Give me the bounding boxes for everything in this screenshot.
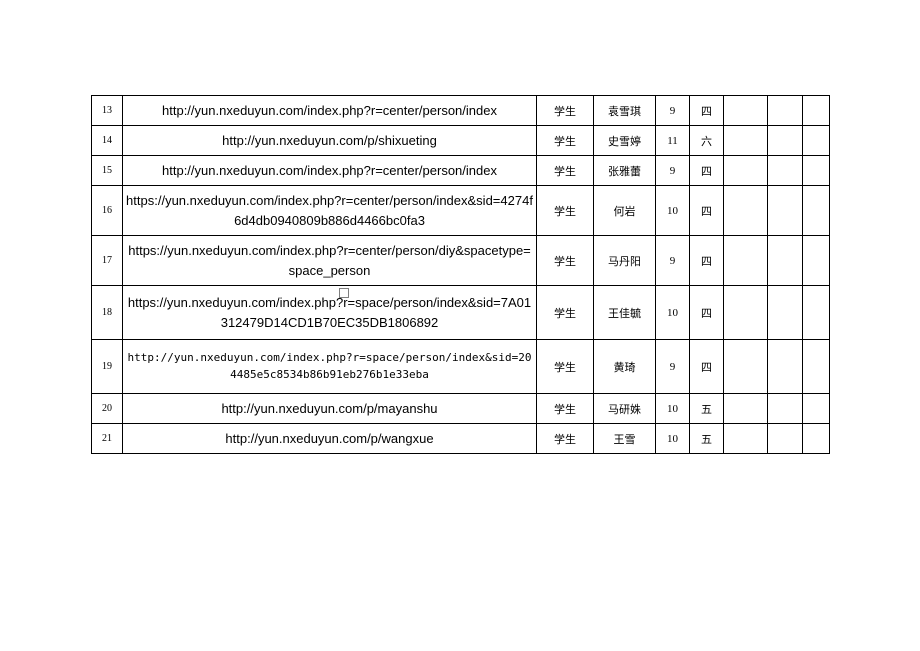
table-row: 18https://yun.nxeduyun.com/index.php?r=s…	[92, 286, 830, 340]
cell-num: 9	[656, 340, 690, 394]
cell-grade: 四	[690, 156, 724, 186]
table-row: 21http://yun.nxeduyun.com/p/wangxue学生王雪1…	[92, 424, 830, 454]
cell-name: 张雅蕾	[594, 156, 656, 186]
cell-url: https://yun.nxeduyun.com/index.php?r=spa…	[123, 286, 537, 340]
table-row: 13http://yun.nxeduyun.com/index.php?r=ce…	[92, 96, 830, 126]
cell-num: 10	[656, 394, 690, 424]
cell-num: 9	[656, 96, 690, 126]
cell-empty	[803, 96, 830, 126]
cell-grade: 五	[690, 424, 724, 454]
cell-grade: 六	[690, 126, 724, 156]
cell-grade: 四	[690, 236, 724, 286]
cell-url: http://yun.nxeduyun.com/p/wangxue	[123, 424, 537, 454]
cell-grade: 五	[690, 394, 724, 424]
cell-url: http://yun.nxeduyun.com/p/mayanshu	[123, 394, 537, 424]
cell-index: 13	[92, 96, 123, 126]
cell-empty	[724, 424, 768, 454]
cell-empty	[803, 236, 830, 286]
cell-url: http://yun.nxeduyun.com/index.php?r=spac…	[123, 340, 537, 394]
cell-num: 9	[656, 236, 690, 286]
cell-empty	[724, 96, 768, 126]
cell-url: http://yun.nxeduyun.com/p/shixueting	[123, 126, 537, 156]
data-table: 13http://yun.nxeduyun.com/index.php?r=ce…	[91, 95, 830, 454]
cell-role: 学生	[537, 156, 594, 186]
cell-role: 学生	[537, 424, 594, 454]
cell-empty	[768, 286, 803, 340]
table-row: 19http://yun.nxeduyun.com/index.php?r=sp…	[92, 340, 830, 394]
cell-num: 10	[656, 424, 690, 454]
cell-name: 黄琦	[594, 340, 656, 394]
cell-empty	[803, 186, 830, 236]
cell-url: http://yun.nxeduyun.com/index.php?r=cent…	[123, 156, 537, 186]
cell-index: 21	[92, 424, 123, 454]
cell-empty	[768, 424, 803, 454]
cell-empty	[768, 126, 803, 156]
cell-num: 10	[656, 286, 690, 340]
cell-grade: 四	[690, 186, 724, 236]
cell-empty	[768, 236, 803, 286]
page-marker-icon	[339, 288, 349, 298]
cell-role: 学生	[537, 340, 594, 394]
cell-index: 15	[92, 156, 123, 186]
cell-empty	[768, 156, 803, 186]
cell-empty	[724, 186, 768, 236]
cell-role: 学生	[537, 96, 594, 126]
table-row: 16https://yun.nxeduyun.com/index.php?r=c…	[92, 186, 830, 236]
cell-index: 18	[92, 286, 123, 340]
cell-name: 袁雪琪	[594, 96, 656, 126]
cell-name: 何岩	[594, 186, 656, 236]
cell-role: 学生	[537, 236, 594, 286]
cell-url: https://yun.nxeduyun.com/index.php?r=cen…	[123, 186, 537, 236]
cell-url: https://yun.nxeduyun.com/index.php?r=cen…	[123, 236, 537, 286]
cell-name: 马研姝	[594, 394, 656, 424]
cell-empty	[803, 340, 830, 394]
cell-url: http://yun.nxeduyun.com/index.php?r=cent…	[123, 96, 537, 126]
cell-empty	[768, 96, 803, 126]
cell-num: 11	[656, 126, 690, 156]
cell-grade: 四	[690, 340, 724, 394]
cell-empty	[724, 340, 768, 394]
table-row: 17https://yun.nxeduyun.com/index.php?r=c…	[92, 236, 830, 286]
cell-empty	[724, 394, 768, 424]
cell-num: 9	[656, 156, 690, 186]
page: 13http://yun.nxeduyun.com/index.php?r=ce…	[0, 0, 920, 651]
cell-index: 19	[92, 340, 123, 394]
cell-empty	[768, 394, 803, 424]
cell-empty	[803, 424, 830, 454]
cell-index: 20	[92, 394, 123, 424]
table-row: 20http://yun.nxeduyun.com/p/mayanshu学生马研…	[92, 394, 830, 424]
cell-role: 学生	[537, 186, 594, 236]
cell-index: 17	[92, 236, 123, 286]
cell-name: 马丹阳	[594, 236, 656, 286]
cell-empty	[724, 286, 768, 340]
table-row: 14http://yun.nxeduyun.com/p/shixueting学生…	[92, 126, 830, 156]
cell-name: 王佳毓	[594, 286, 656, 340]
cell-name: 史雪婷	[594, 126, 656, 156]
cell-empty	[724, 156, 768, 186]
cell-empty	[768, 186, 803, 236]
cell-empty	[724, 236, 768, 286]
cell-role: 学生	[537, 286, 594, 340]
cell-empty	[768, 340, 803, 394]
cell-empty	[803, 286, 830, 340]
cell-index: 16	[92, 186, 123, 236]
cell-empty	[803, 156, 830, 186]
cell-index: 14	[92, 126, 123, 156]
table-body: 13http://yun.nxeduyun.com/index.php?r=ce…	[92, 96, 830, 454]
table-row: 15http://yun.nxeduyun.com/index.php?r=ce…	[92, 156, 830, 186]
cell-grade: 四	[690, 96, 724, 126]
cell-empty	[724, 126, 768, 156]
cell-role: 学生	[537, 126, 594, 156]
cell-empty	[803, 126, 830, 156]
cell-empty	[803, 394, 830, 424]
cell-name: 王雪	[594, 424, 656, 454]
cell-num: 10	[656, 186, 690, 236]
cell-grade: 四	[690, 286, 724, 340]
cell-role: 学生	[537, 394, 594, 424]
